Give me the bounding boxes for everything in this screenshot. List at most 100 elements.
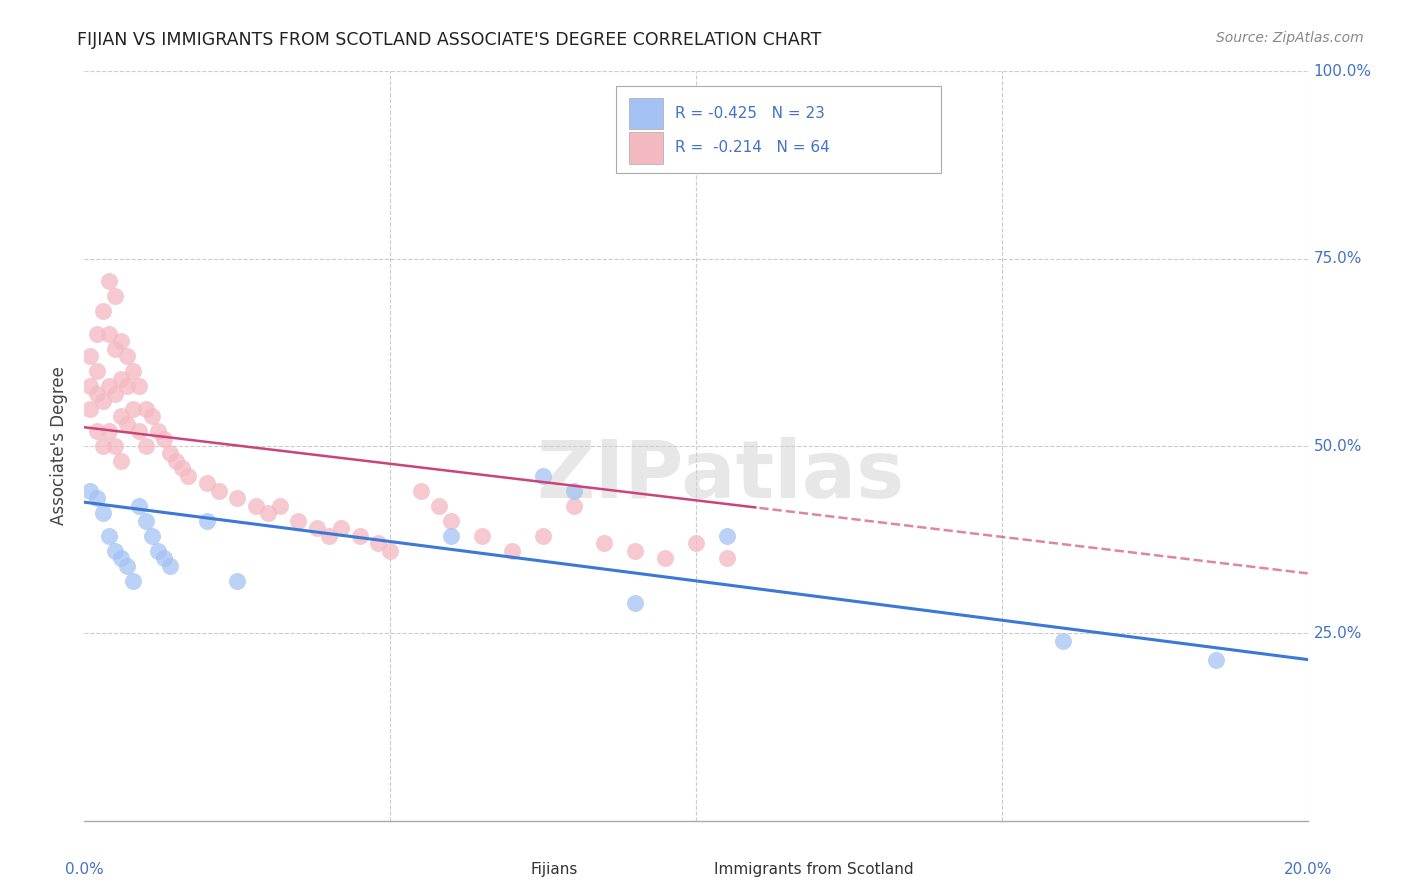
Point <box>135 401 157 416</box>
Point <box>159 558 181 573</box>
Text: Immigrants from Scotland: Immigrants from Scotland <box>714 862 914 877</box>
Bar <box>501 861 522 879</box>
Text: 25.0%: 25.0% <box>1313 626 1362 640</box>
Point <box>91 394 114 409</box>
Point <box>427 499 450 513</box>
Point <box>1205 652 1227 666</box>
Point <box>104 342 127 356</box>
Point <box>305 521 328 535</box>
Point <box>471 529 494 543</box>
Point <box>195 476 218 491</box>
Point <box>79 379 101 393</box>
Point <box>367 536 389 550</box>
Point <box>165 454 187 468</box>
Point <box>208 483 231 498</box>
Point <box>1052 633 1074 648</box>
Point <box>141 409 163 423</box>
Point <box>128 424 150 438</box>
Point <box>97 529 120 543</box>
Text: ZIPatlas: ZIPatlas <box>536 437 904 515</box>
Text: R = -0.425   N = 23: R = -0.425 N = 23 <box>675 106 825 120</box>
Text: R =  -0.214   N = 64: R = -0.214 N = 64 <box>675 140 830 155</box>
Point <box>440 514 463 528</box>
Text: 20.0%: 20.0% <box>1284 862 1331 877</box>
Point <box>86 386 108 401</box>
Point <box>257 507 280 521</box>
Text: 100.0%: 100.0% <box>1313 64 1372 78</box>
Point <box>269 499 291 513</box>
Point <box>115 417 138 431</box>
Point <box>716 529 738 543</box>
Point <box>440 529 463 543</box>
Point <box>104 439 127 453</box>
Point <box>409 483 432 498</box>
Point <box>226 574 249 588</box>
Point <box>79 483 101 498</box>
Point <box>146 544 169 558</box>
Point <box>110 334 132 348</box>
Point <box>226 491 249 506</box>
Point <box>195 514 218 528</box>
Point <box>97 326 120 341</box>
Point <box>104 386 127 401</box>
Point <box>531 469 554 483</box>
Point <box>128 379 150 393</box>
Point <box>330 521 353 535</box>
Point <box>245 499 267 513</box>
Point <box>122 401 145 416</box>
Point <box>146 424 169 438</box>
Point <box>97 274 120 288</box>
Point <box>716 551 738 566</box>
Point <box>349 529 371 543</box>
Text: 50.0%: 50.0% <box>1313 439 1362 453</box>
Point <box>115 558 138 573</box>
Point <box>685 536 707 550</box>
Point <box>380 544 402 558</box>
Point <box>97 379 120 393</box>
Text: FIJIAN VS IMMIGRANTS FROM SCOTLAND ASSOCIATE'S DEGREE CORRELATION CHART: FIJIAN VS IMMIGRANTS FROM SCOTLAND ASSOC… <box>77 31 821 49</box>
Point <box>104 544 127 558</box>
Point <box>135 439 157 453</box>
FancyBboxPatch shape <box>616 87 941 172</box>
Text: 0.0%: 0.0% <box>65 862 104 877</box>
Bar <box>628 132 664 163</box>
Point <box>97 424 120 438</box>
Bar <box>683 861 706 879</box>
Point <box>177 469 200 483</box>
Point <box>122 574 145 588</box>
Point <box>318 529 340 543</box>
Point <box>141 529 163 543</box>
Point <box>128 499 150 513</box>
Point <box>122 364 145 378</box>
Point <box>135 514 157 528</box>
Point <box>624 596 647 610</box>
Point <box>654 551 676 566</box>
Point <box>624 544 647 558</box>
Point <box>502 544 524 558</box>
Point <box>562 499 585 513</box>
Point <box>115 349 138 363</box>
Point <box>79 401 101 416</box>
Point <box>593 536 616 550</box>
Point <box>86 326 108 341</box>
Point <box>110 409 132 423</box>
Point <box>159 446 181 460</box>
Point <box>86 364 108 378</box>
Point <box>531 529 554 543</box>
Point <box>86 491 108 506</box>
Point <box>110 454 132 468</box>
Point <box>91 304 114 318</box>
Point <box>91 507 114 521</box>
Point <box>86 424 108 438</box>
Y-axis label: Associate's Degree: Associate's Degree <box>51 367 69 525</box>
Point <box>153 432 176 446</box>
Point <box>562 483 585 498</box>
Point <box>91 439 114 453</box>
Point <box>287 514 309 528</box>
Point <box>104 289 127 303</box>
Point <box>115 379 138 393</box>
Point <box>172 461 194 475</box>
Point <box>79 349 101 363</box>
Point <box>110 371 132 385</box>
Text: 75.0%: 75.0% <box>1313 252 1362 266</box>
